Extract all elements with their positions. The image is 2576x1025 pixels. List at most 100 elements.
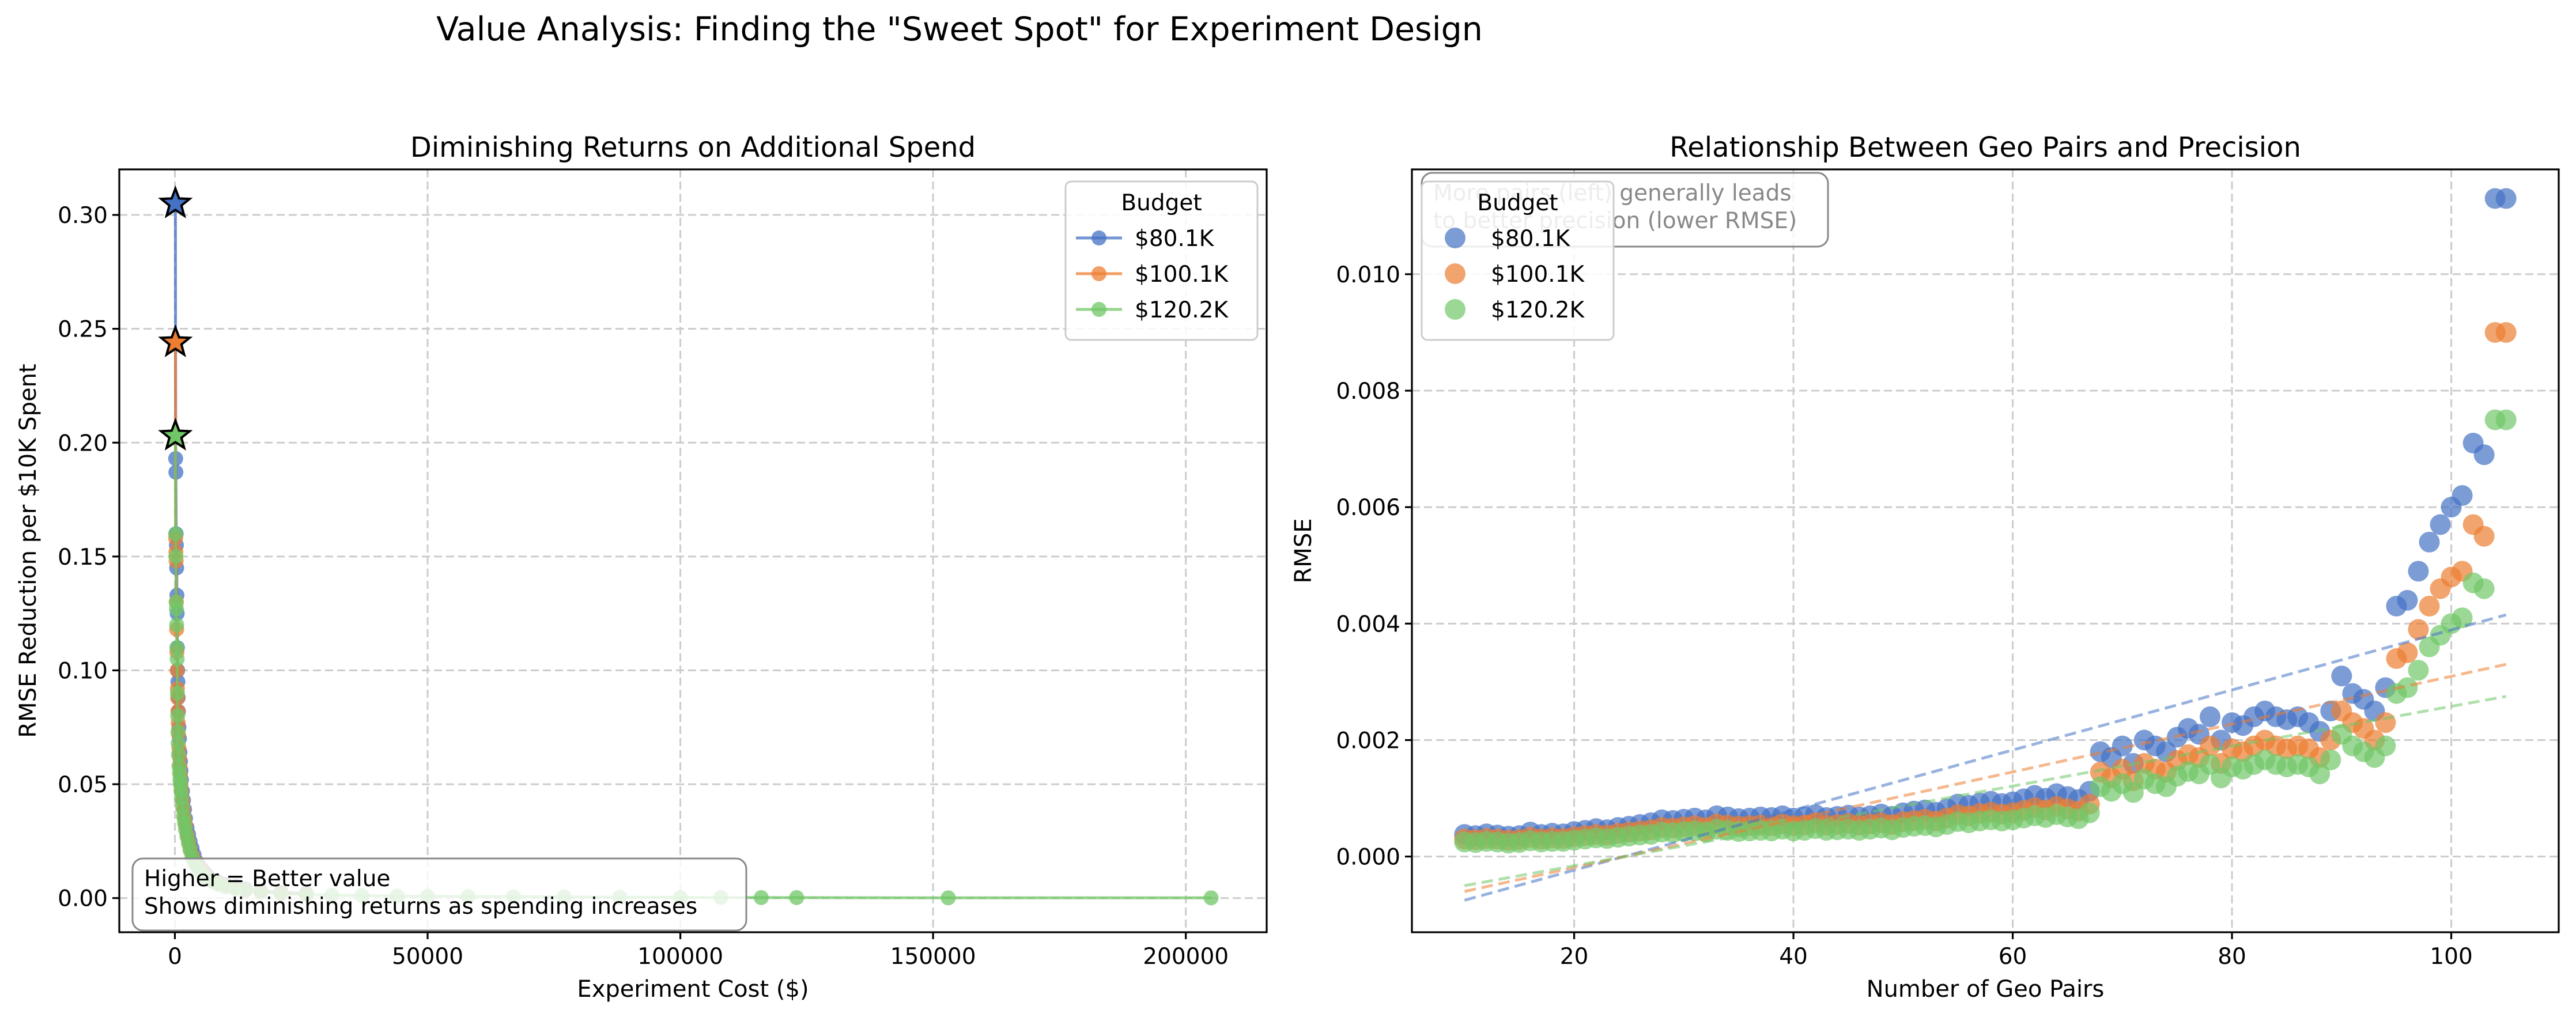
y-tick-label: 0.10: [58, 658, 108, 684]
legend-label: $100.1K: [1491, 262, 1585, 288]
legend-label: $100.1K: [1135, 262, 1229, 288]
best-value-star: [158, 185, 193, 218]
data-point: [170, 724, 186, 740]
legend-marker: [1091, 302, 1106, 317]
data-point: [940, 890, 956, 906]
data-point: [2452, 485, 2473, 506]
axes-frame: [118, 168, 1268, 933]
data-point: [2430, 514, 2451, 535]
data-point: [170, 708, 186, 724]
x-tick-label: 40: [1779, 944, 1808, 970]
plot-title: Diminishing Returns on Additional Spend: [410, 131, 976, 164]
y-tick-label: 0.20: [58, 430, 108, 456]
legend-marker: [1445, 299, 1465, 320]
data-point: [171, 747, 186, 762]
x-tick-label: 200000: [1143, 944, 1229, 970]
data-point: [171, 735, 186, 751]
plot-title: Relationship Between Geo Pairs and Preci…: [1670, 131, 2301, 164]
data-point: [753, 890, 769, 905]
y-tick-label: 0.30: [58, 203, 108, 229]
best-value-star: [158, 417, 193, 451]
data-point: [2473, 444, 2495, 466]
annotation-line: Higher = Better value: [144, 866, 390, 892]
data-point: [2408, 660, 2429, 681]
suptitle: Value Analysis: Finding the "Sweet Spot"…: [436, 10, 1483, 48]
plot-geo-pairs-precision: 20 40 60 80 100 0.000 0.002 0.004 0.006 0.008 0.01…: [1290, 131, 2560, 1003]
y-tick-label: 0.05: [58, 772, 108, 798]
series-line: [173, 203, 307, 895]
x-axis-label: Number of Geo Pairs: [1867, 976, 2105, 1003]
annotation-line: Shows diminishing returns as spending in…: [144, 894, 697, 920]
y-tick-label: 0.002: [1336, 728, 1400, 754]
x-tick-label: 60: [1999, 944, 2027, 970]
plot-diminishing-returns: 0 50000 100000 150000 200000 0.00 0.05 0.10 0.15…: [15, 131, 1268, 1003]
data-point: [2112, 735, 2133, 757]
data-point: [168, 526, 183, 542]
data-point: [2452, 607, 2473, 629]
annotation-text: Higher = Better value Shows diminishing r…: [144, 866, 697, 920]
legend-label: $120.2K: [1491, 297, 1585, 323]
data-point: [2408, 619, 2429, 640]
y-tick-label: 0.15: [58, 544, 108, 570]
y-tick-label: 0.25: [58, 317, 108, 343]
data-point: [2419, 531, 2440, 553]
legend-title: Budget: [1121, 190, 1202, 216]
data-point: [169, 601, 184, 616]
data-point: [2473, 578, 2495, 599]
data-point: [2495, 188, 2517, 209]
x-tick-label: 20: [1560, 944, 1589, 970]
data-point: [2375, 712, 2396, 733]
data-point: [2419, 596, 2440, 617]
data-point: [2309, 763, 2331, 785]
x-tick-label: 100000: [637, 944, 723, 970]
data-point: [2397, 642, 2418, 663]
y-tick-label: 0.004: [1336, 611, 1400, 637]
data-point: [168, 549, 184, 564]
legend-label: $80.1K: [1491, 226, 1571, 252]
data-point: [169, 651, 185, 667]
data-point: [2079, 802, 2100, 823]
y-axis-label: RMSE Reduction per $10K Spent: [15, 364, 41, 737]
data-point: [2375, 735, 2396, 757]
data-point: [2473, 525, 2495, 547]
data-point: [169, 686, 185, 701]
data-point: [2397, 589, 2418, 611]
data-point: [2320, 749, 2341, 770]
legend-label: $80.1K: [1135, 226, 1215, 252]
data-point: [2495, 409, 2517, 430]
legend-box: [1064, 180, 1259, 341]
legend-marker: [1445, 228, 1465, 248]
y-tick-label: 0.006: [1336, 495, 1400, 521]
data-point: [789, 890, 804, 905]
y-tick-label: 0.010: [1336, 262, 1400, 288]
data-point: [2495, 322, 2517, 343]
x-tick-label: 100: [2430, 944, 2472, 970]
legend-marker: [1445, 263, 1465, 284]
x-tick-label: 0: [168, 944, 182, 970]
legend-marker: [1091, 230, 1106, 245]
trend-line: [1464, 695, 2507, 887]
x-axis-label: Experiment Cost ($): [577, 976, 809, 1003]
legend-marker: [1091, 266, 1106, 281]
data-point: [169, 640, 184, 655]
legend-box: [1421, 180, 1615, 341]
x-tick-label: 150000: [890, 944, 976, 970]
series-line: [173, 342, 307, 896]
data-point: [169, 617, 184, 633]
axes-frame: [1411, 168, 2560, 933]
data-point: [2397, 677, 2418, 698]
legend-title: Budget: [1477, 190, 1558, 216]
x-tick-label: 80: [2218, 944, 2246, 970]
data-point: [2200, 706, 2221, 728]
best-value-star: [158, 324, 193, 357]
data-point: [2200, 735, 2221, 757]
data-point: [1203, 890, 1219, 906]
y-axis-label: RMSE: [1290, 519, 1317, 584]
data-point: [2408, 561, 2429, 582]
annotation-box: [131, 857, 747, 932]
y-tick-label: 0.000: [1336, 845, 1400, 871]
y-tick-label: 0.008: [1336, 379, 1400, 404]
data-point: [2331, 665, 2352, 687]
plot-area: [158, 185, 1219, 906]
